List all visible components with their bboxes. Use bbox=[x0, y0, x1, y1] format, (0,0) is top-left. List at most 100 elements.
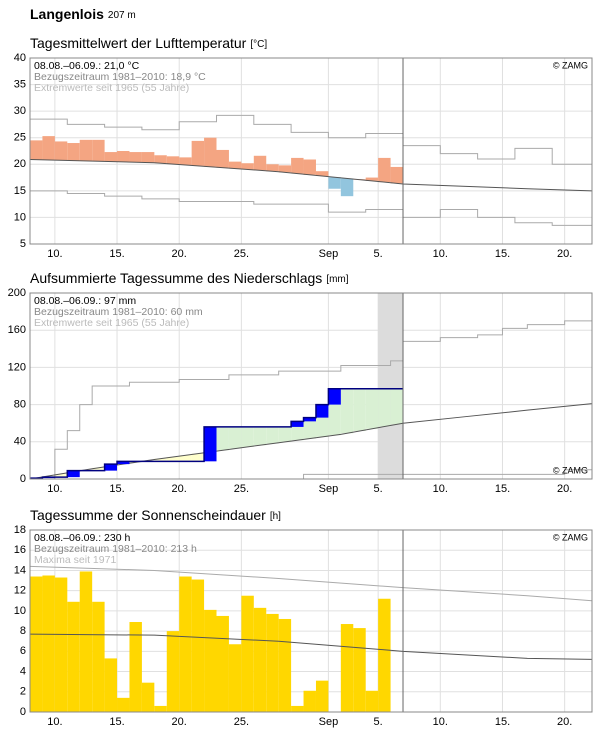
y-tick-label: 10 bbox=[14, 211, 26, 223]
x-tick-label: 5. bbox=[374, 248, 383, 260]
temperature-bar bbox=[291, 157, 304, 174]
temperature-bar bbox=[166, 156, 180, 165]
temperature-bar bbox=[79, 139, 93, 161]
temperature-bar bbox=[92, 139, 105, 162]
deviation-fill bbox=[340, 388, 354, 434]
shaded-period bbox=[378, 293, 404, 479]
deviation-fill bbox=[378, 388, 391, 427]
sunshine-bar bbox=[365, 690, 379, 712]
temperature-bar bbox=[365, 177, 379, 181]
temperature-bar bbox=[390, 166, 404, 184]
y-tick-label: 6 bbox=[20, 645, 26, 657]
note: Bezugszeitraum 1981–2010: 60 mm bbox=[34, 306, 203, 318]
temperature-bar bbox=[328, 177, 341, 189]
header: Langenlois 207 m bbox=[30, 6, 136, 22]
panel-title: Tagesmittelwert der Lufttemperatur [°C] bbox=[30, 35, 267, 51]
sunshine-bar bbox=[315, 680, 329, 712]
panel: Tagessumme der Sonnenscheindauer [h] 0 2 4 6 8… bbox=[14, 507, 593, 728]
min-line bbox=[30, 190, 593, 231]
x-tick-label: Sep bbox=[319, 716, 339, 728]
cumulative-line bbox=[30, 388, 404, 479]
max-line bbox=[29, 565, 593, 602]
temperature-bar bbox=[154, 155, 167, 164]
max-line bbox=[30, 315, 593, 480]
deviation-fill bbox=[390, 388, 404, 425]
note: Extremwerte seit 1965 (55 Jahre) bbox=[34, 82, 189, 94]
title-unit: [h] bbox=[270, 511, 281, 522]
title-unit: [°C] bbox=[250, 39, 267, 50]
y-tick-label: 40 bbox=[14, 52, 26, 64]
daily-increment bbox=[204, 426, 217, 462]
x-tick-label: 25. bbox=[234, 248, 249, 260]
x-tick-label: 10. bbox=[433, 248, 448, 260]
station-name: Langenlois bbox=[30, 6, 104, 22]
plot-border bbox=[29, 292, 593, 480]
sunshine-bar bbox=[303, 690, 316, 712]
temperature-bar bbox=[117, 151, 130, 162]
sunshine-bar bbox=[42, 575, 55, 712]
title-text: Aufsummierte Tagessumme des Niederschlag… bbox=[30, 270, 322, 286]
deviation-fill bbox=[241, 426, 254, 447]
y-tick-label: 120 bbox=[8, 361, 26, 373]
y-tick-label: 20 bbox=[14, 158, 26, 170]
y-tick-label: 18 bbox=[14, 524, 26, 536]
plot-border bbox=[29, 529, 593, 713]
x-tick-label: 10. bbox=[47, 483, 62, 495]
x-tick-label: 15. bbox=[109, 716, 124, 728]
x-tick-label: Sep bbox=[319, 483, 339, 495]
x-tick-label: 20. bbox=[557, 716, 572, 728]
x-tick-label: 10. bbox=[433, 483, 448, 495]
sunshine-bar bbox=[353, 628, 366, 712]
sunshine-bar bbox=[253, 607, 267, 712]
sunshine-bar bbox=[241, 595, 254, 712]
x-tick-label: 25. bbox=[234, 483, 249, 495]
plot-background bbox=[30, 530, 592, 712]
note: 08.08.–06.09.: 97 mm bbox=[34, 295, 136, 307]
y-tick-label: 8 bbox=[20, 625, 26, 637]
x-tick-label: 5. bbox=[374, 716, 383, 728]
deviation-fill bbox=[365, 388, 379, 429]
x-tick-label: 25. bbox=[234, 716, 249, 728]
x-tick-label: 15. bbox=[495, 716, 510, 728]
x-tick-label: 15. bbox=[109, 483, 124, 495]
temperature-bar bbox=[191, 140, 205, 166]
daily-increment bbox=[303, 417, 316, 422]
sunshine-bar bbox=[340, 624, 354, 712]
y-tick-label: 160 bbox=[8, 324, 26, 336]
sunshine-bar bbox=[92, 601, 105, 712]
y-tick-label: 4 bbox=[20, 665, 26, 677]
sunshine-bar bbox=[129, 622, 142, 712]
sunshine-bar bbox=[378, 598, 391, 712]
temperature-bar bbox=[216, 149, 229, 168]
sunshine-bar bbox=[179, 576, 192, 712]
x-tick-label: 10. bbox=[47, 248, 62, 260]
daily-increment bbox=[328, 388, 341, 405]
deviation-fill bbox=[92, 467, 105, 471]
deviation-fill bbox=[266, 426, 279, 444]
sunshine-bar bbox=[191, 579, 205, 712]
sunshine-bar bbox=[117, 697, 130, 712]
y-tick-label: 14 bbox=[14, 564, 26, 576]
max-line bbox=[30, 114, 593, 167]
x-tick-label: 20. bbox=[172, 248, 187, 260]
sunshine-bar bbox=[79, 571, 93, 712]
y-tick-label: 10 bbox=[14, 605, 26, 617]
y-tick-label: 35 bbox=[14, 78, 26, 90]
y-tick-label: 5 bbox=[20, 238, 26, 250]
y-tick-label: 12 bbox=[14, 585, 26, 597]
x-tick-label: 20. bbox=[557, 483, 572, 495]
temperature-bar bbox=[315, 171, 329, 177]
normal-line bbox=[29, 633, 593, 660]
note: Bezugszeitraum 1981–2010: 213 h bbox=[34, 543, 197, 555]
sunshine-bar bbox=[216, 615, 229, 712]
y-tick-label: 80 bbox=[14, 399, 26, 411]
sunshine-bar bbox=[278, 618, 292, 712]
deviation-fill bbox=[353, 388, 366, 432]
sunshine-bar bbox=[104, 658, 118, 712]
y-tick-label: 0 bbox=[20, 473, 26, 485]
sunshine-bar bbox=[266, 613, 279, 712]
panel: Aufsummierte Tagessumme des Niederschlag… bbox=[8, 270, 593, 495]
x-tick-label: 10. bbox=[433, 716, 448, 728]
y-tick-label: 30 bbox=[14, 105, 26, 117]
